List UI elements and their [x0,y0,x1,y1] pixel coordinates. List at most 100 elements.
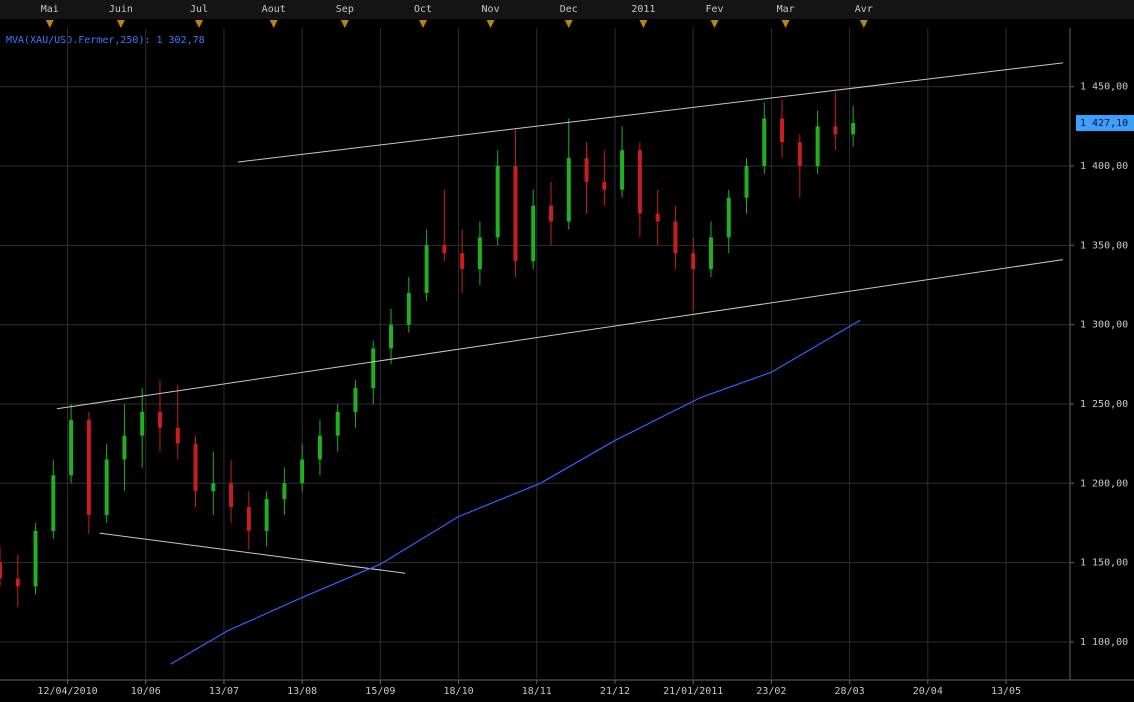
x-tick-label: 18/11 [522,686,552,697]
candle-body [15,578,20,587]
month-label: Juin [109,4,133,15]
y-tick-label: 1 300,00 [1080,320,1128,331]
x-tick-label: 13/07 [209,686,239,697]
month-marker [564,20,573,28]
candle-body [300,459,305,484]
month-marker [486,20,495,28]
month-label: Fev [705,4,723,15]
month-marker [639,20,648,28]
month-marker [340,20,349,28]
candle-body [424,245,429,293]
y-tick-label: 1 400,00 [1080,161,1128,172]
month-label: Jul [190,4,208,15]
candle-body [157,411,162,428]
x-tick-label: 23/02 [756,686,786,697]
x-tick-label: 15/09 [365,686,395,697]
candle-body [282,483,287,500]
month-label: 2011 [631,4,655,15]
candle-body [584,158,589,182]
candle-body [780,118,785,143]
candle-body [140,411,145,436]
x-tick-label: 20/04 [913,686,943,697]
candle-body [548,205,553,222]
month-label: Oct [414,4,432,15]
ma-legend: MVA(XAU/USD.Fermer,250): 1 302,78 [6,35,205,46]
trendline [56,259,1063,410]
candle-body [566,158,571,222]
y-tick-label: 1 350,00 [1080,240,1128,251]
month-label: Aout [262,4,286,15]
y-tick-label: 1 450,00 [1080,82,1128,93]
x-tick-label: 13/05 [991,686,1021,697]
candle-body [833,126,838,135]
month-marker [710,20,719,28]
candle-body [744,166,749,198]
last-price-label: 1 427,10 [1080,118,1128,129]
x-tick-label: 13/08 [287,686,317,697]
month-label: Sep [336,4,354,15]
candle-body [69,419,74,476]
candle-body [104,459,109,516]
month-marker [45,20,54,28]
month-marker [859,20,868,28]
y-tick-label: 1 250,00 [1080,399,1128,410]
trendline [99,532,406,574]
month-marker [195,20,204,28]
candle-body [51,475,56,531]
candle-body [335,411,340,436]
y-tick-label: 1 100,00 [1080,637,1128,648]
candle-body [175,427,180,444]
candle-body [371,348,376,389]
candle-body [851,123,856,135]
candle-body [246,507,251,531]
candle-body [122,435,127,460]
candle-body [442,245,447,254]
y-tick-label: 1 200,00 [1080,478,1128,489]
candle-body [33,530,38,587]
candle-body [193,443,198,492]
month-label: Avr [855,4,873,15]
candle-body [762,118,767,167]
candle-body [531,205,536,262]
candle-body [460,253,465,270]
candle-body [353,388,358,412]
candle-body [637,150,642,214]
month-marker [419,20,428,28]
candle-body [389,324,394,349]
candle-body [317,435,322,460]
ma-value: 1 302,78 [157,35,205,46]
x-tick-label: 28/03 [835,686,865,697]
month-label: Mai [41,4,59,15]
y-tick-label: 1 150,00 [1080,558,1128,569]
candle-body [620,150,625,190]
candle-body [477,237,482,270]
candle-body [691,253,696,270]
candle-body [708,237,713,270]
candle-body [495,166,500,238]
last-price-box [1076,115,1134,132]
candle-body [264,499,269,531]
candle-body [815,126,820,167]
month-marker [269,20,278,28]
month-label: Mar [777,4,795,15]
ma-name: MVA(XAU/USD.Fermer,250): [6,35,151,46]
month-marker [116,20,125,28]
month-marker [781,20,790,28]
candle-body [0,562,2,579]
candle-body [655,213,660,222]
x-tick-label: 18/10 [444,686,474,697]
candle-body [797,142,802,167]
candle-body [513,166,518,262]
trendline [238,62,1063,163]
candle-body [406,292,411,325]
candle-body [211,483,216,492]
top-band [0,0,1134,19]
candle-body [726,197,731,238]
candle-body [673,221,678,254]
x-tick-label: 12/04/2010 [37,686,97,697]
x-tick-label: 21/01/2011 [663,686,723,697]
x-tick-label: 10/06 [131,686,161,697]
x-tick-label: 21/12 [600,686,630,697]
